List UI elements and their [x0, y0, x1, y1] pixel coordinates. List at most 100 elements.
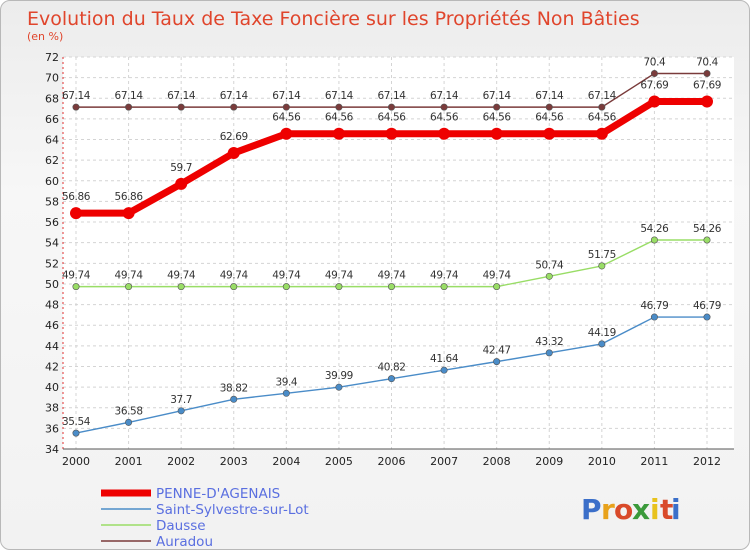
data-point-penne-d-agenais [280, 127, 293, 140]
data-label-auradou: 67.14 [115, 90, 144, 102]
data-point-saint-sylvestre-sur-lot [650, 313, 658, 321]
data-point-saint-sylvestre-sur-lot [387, 375, 395, 383]
y-tick-label: 52 [45, 257, 59, 270]
data-label-auradou: 67.14 [588, 90, 617, 102]
data-point-dausse [230, 283, 238, 291]
data-point-penne-d-agenais [648, 95, 661, 108]
data-point-auradou [72, 103, 80, 111]
data-point-dausse [387, 283, 395, 291]
data-label-auradou: 70.4 [696, 57, 718, 69]
legend-label-penne-d-agenais: PENNE-D'AGENAIS [156, 486, 280, 502]
data-point-auradou [387, 103, 395, 111]
data-point-saint-sylvestre-sur-lot [177, 407, 185, 415]
data-point-dausse [650, 236, 658, 244]
data-point-penne-d-agenais [175, 177, 188, 190]
data-label-auradou: 67.14 [62, 90, 91, 102]
x-tick-label: 2005 [325, 455, 353, 468]
data-label-penne-d-agenais: 64.56 [535, 112, 564, 124]
data-point-penne-d-agenais [332, 127, 345, 140]
axes: 34 36 38 40 42 44 46 48 50 52 54 56 58 60 62 64 66 68 70 72… [45, 51, 734, 468]
series-lines [70, 70, 713, 437]
logo-letter: x [632, 493, 650, 526]
data-point-dausse [72, 283, 80, 291]
data-label-saint-sylvestre-sur-lot: 37.7 [170, 394, 192, 406]
data-point-dausse [493, 283, 501, 291]
y-tick-label: 62 [45, 154, 59, 167]
data-label-saint-sylvestre-sur-lot: 39.4 [275, 376, 297, 388]
data-label-dausse: 49.74 [430, 270, 459, 282]
data-point-auradou [125, 103, 133, 111]
y-tick-label: 54 [45, 237, 59, 250]
data-label-saint-sylvestre-sur-lot: 36.58 [115, 405, 143, 417]
y-tick-label: 40 [45, 381, 59, 394]
data-point-penne-d-agenais [70, 207, 82, 220]
data-label-dausse: 49.74 [377, 270, 406, 282]
y-tick-label: 68 [45, 92, 59, 105]
logo-letter: t [660, 493, 673, 526]
data-point-penne-d-agenais [385, 127, 398, 140]
data-point-auradou [650, 70, 658, 78]
data-point-dausse [545, 272, 553, 280]
legend-label-saint-sylvestre-sur-lot: Saint-Sylvestre-sur-Lot [156, 502, 309, 518]
data-label-saint-sylvestre-sur-lot: 40.82 [377, 362, 405, 374]
data-point-saint-sylvestre-sur-lot [282, 389, 290, 397]
logo-letter: r [601, 493, 615, 526]
x-tick-label: 2008 [483, 455, 511, 468]
x-tick-label: 2000 [62, 455, 90, 468]
x-tick-label: 2007 [430, 455, 458, 468]
legend-label-auradou: Auradou [156, 534, 213, 549]
y-tick-label: 46 [45, 319, 59, 332]
data-point-penne-d-agenais [490, 127, 503, 140]
data-point-penne-d-agenais [543, 127, 556, 140]
data-label-saint-sylvestre-sur-lot: 38.82 [220, 382, 248, 394]
data-point-saint-sylvestre-sur-lot [598, 340, 606, 348]
y-tick-label: 64 [45, 134, 59, 147]
data-label-penne-d-agenais: 59.7 [170, 162, 192, 174]
data-point-penne-d-agenais [595, 127, 608, 140]
data-point-saint-sylvestre-sur-lot [125, 418, 133, 426]
data-point-auradou [545, 103, 553, 111]
data-label-auradou: 70.4 [644, 57, 666, 69]
data-point-auradou [335, 103, 343, 111]
data-label-auradou: 67.14 [430, 90, 459, 102]
data-labels: 67.14 67.14 67.14 67.14 67.14 67.14 67.14 67.14… [62, 57, 722, 429]
y-tick-label: 58 [45, 195, 59, 208]
y-tick-label: 42 [45, 360, 59, 373]
data-point-dausse [282, 283, 290, 291]
data-point-dausse [440, 283, 448, 291]
data-label-auradou: 67.14 [220, 90, 249, 102]
data-label-saint-sylvestre-sur-lot: 44.19 [588, 327, 616, 339]
data-label-penne-d-agenais: 67.69 [640, 79, 668, 91]
data-label-auradou: 67.14 [167, 90, 196, 102]
x-tick-label: 2003 [220, 455, 248, 468]
y-tick-label: 56 [45, 216, 59, 229]
data-label-penne-d-agenais: 64.56 [272, 112, 301, 124]
x-tick-label: 2004 [272, 455, 300, 468]
x-tick-label: 2002 [167, 455, 195, 468]
x-tick-label: 2001 [115, 455, 143, 468]
data-label-penne-d-agenais: 56.86 [115, 191, 144, 203]
data-label-dausse: 49.74 [167, 270, 196, 282]
data-point-penne-d-agenais [701, 95, 713, 108]
y-tick-label: 44 [45, 340, 59, 353]
data-point-dausse [703, 236, 711, 244]
logo-letter: P [581, 493, 602, 526]
data-label-dausse: 54.26 [640, 223, 669, 235]
x-tick-label: 2006 [378, 455, 406, 468]
data-point-auradou [598, 103, 606, 111]
data-label-auradou: 67.14 [325, 90, 354, 102]
data-label-penne-d-agenais: 62.69 [220, 131, 248, 143]
data-label-dausse: 50.74 [535, 259, 564, 271]
x-tick-label: 2012 [693, 455, 721, 468]
data-label-auradou: 67.14 [377, 90, 406, 102]
data-point-saint-sylvestre-sur-lot [493, 358, 501, 366]
data-point-saint-sylvestre-sur-lot [72, 429, 80, 437]
data-label-auradou: 67.14 [535, 90, 564, 102]
data-label-saint-sylvestre-sur-lot: 41.64 [430, 353, 459, 365]
data-label-dausse: 51.75 [588, 249, 616, 261]
data-point-penne-d-agenais [438, 127, 451, 140]
y-tick-label: 34 [45, 443, 59, 456]
chart-subtitle: (en %) [27, 30, 63, 43]
